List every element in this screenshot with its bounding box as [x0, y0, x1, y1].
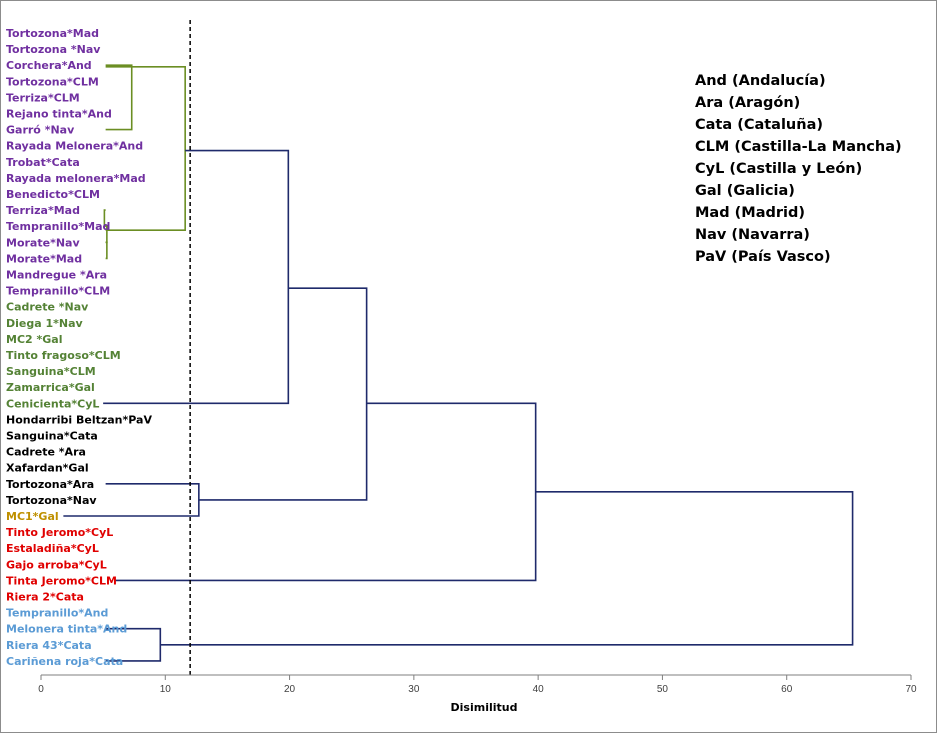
leaf-label: Sanguina*CLM: [6, 365, 96, 378]
leaf-label: MC2 *Gal: [6, 333, 62, 346]
leaf-labels: Tortozona*Mad Tortozona *Nav Corchera*And T…: [6, 27, 152, 668]
leaf-label: Tortozona*Nav: [6, 494, 97, 507]
x-tick-label: 20: [284, 684, 296, 695]
leaf-label: Rejano tinta*And: [6, 108, 112, 121]
leaf-label: Xafardan*Gal: [6, 462, 89, 475]
dendrogram-link: [115, 402, 537, 582]
leaf-label: MC1*Gal: [6, 510, 59, 523]
legend-entry: PaV (País Vasco): [695, 249, 831, 265]
dendrogram-branches: [63, 64, 854, 662]
leaf-label: Tempranillo*And: [6, 607, 108, 620]
dendrogram-link: [105, 225, 108, 244]
x-tick-label: 0: [38, 684, 44, 695]
leaf-label: Tortozona*Ara: [6, 478, 94, 491]
leaf-label: Cariñena roja*Cata: [6, 655, 123, 668]
leaf-label: Sanguina*Cata: [6, 430, 98, 443]
leaf-label: Cadrete *Nav: [6, 301, 89, 314]
leaf-label: Cenicienta*CyL: [6, 397, 99, 410]
leaf-label: Corchera*And: [6, 59, 92, 72]
dendrogram-link: [103, 209, 106, 227]
region-legend: And (Andalucía) Ara (Aragón) Cata (Cataluñ…: [695, 73, 902, 265]
dendrogram-link: [105, 66, 186, 232]
leaf-label: Terriza*Mad: [6, 204, 80, 217]
leaf-label: Tempranillo*CLM: [6, 285, 110, 298]
leaf-label: Trobat*Cata: [6, 156, 80, 169]
legend-entry: And (Andalucía): [695, 73, 826, 89]
dendrogram-link: [160, 491, 854, 646]
x-tick-label: 60: [781, 684, 793, 695]
leaf-label: Riera 2*Cata: [6, 591, 84, 604]
leaf-label: Rayada melonera*Mad: [6, 172, 146, 185]
leaf-label: Estaladiña*CyL: [6, 542, 99, 555]
leaf-label: Garró *Nav: [6, 124, 75, 137]
x-tick-label: 10: [160, 684, 172, 695]
dendrogram-link: [198, 287, 368, 501]
dendrogram-link: [105, 627, 162, 662]
legend-entry: CLM (Castilla-La Mancha): [695, 139, 902, 155]
x-tick-label: 30: [408, 684, 420, 695]
leaf-label: Hondarribi Beltzan*PaV: [6, 413, 152, 426]
leaf-label: Tortozona *Nav: [6, 43, 101, 56]
legend-entry: Cata (Cataluña): [695, 117, 823, 133]
x-axis-label: Disimilitud: [451, 701, 518, 714]
leaf-label: Cadrete *Ara: [6, 446, 86, 459]
leaf-label: Riera 43*Cata: [6, 639, 92, 652]
dendrogram-link: [105, 241, 108, 260]
x-tick-label: 40: [533, 684, 545, 695]
leaf-label: Melonera tinta*And: [6, 623, 127, 636]
legend-entry: Mad (Madrid): [695, 205, 805, 221]
leaf-label: Zamarrica*Gal: [6, 381, 95, 394]
x-axis: 0 10 20 30 40 50 60 70: [38, 674, 917, 695]
leaf-label: Rayada Melonera*And: [6, 140, 143, 153]
legend-entry: Nav (Navarra): [695, 227, 810, 243]
leaf-label: Diega 1*Nav: [6, 317, 84, 330]
leaf-label: Mandregue *Ara: [6, 269, 107, 282]
dendrogram-link: [105, 64, 133, 131]
leaf-label: Tinto fragoso*CLM: [6, 349, 121, 362]
dendrogram-link: [103, 149, 290, 405]
leaf-label: Tempranillo*Mad: [6, 220, 110, 233]
leaf-label: Morate*Mad: [6, 252, 82, 265]
leaf-label: Gajo arroba*CyL: [6, 558, 107, 571]
x-tick-label: 70: [905, 684, 917, 695]
x-tick-label: 50: [657, 684, 669, 695]
leaf-label: Benedicto*CLM: [6, 188, 100, 201]
leaf-label: Tinta Jeromo*CLM: [6, 574, 117, 587]
leaf-label: Morate*Nav: [6, 236, 80, 249]
leaf-label: Tortozona*Mad: [6, 27, 99, 40]
legend-entry: Gal (Galicia): [695, 183, 795, 199]
leaf-label: Terriza*CLM: [6, 91, 80, 104]
legend-entry: CyL (Castilla y León): [695, 161, 862, 177]
legend-entry: Ara (Aragón): [695, 95, 800, 111]
leaf-label: Tortozona*CLM: [6, 75, 99, 88]
leaf-label: Tinto Jeromo*CyL: [6, 526, 113, 539]
